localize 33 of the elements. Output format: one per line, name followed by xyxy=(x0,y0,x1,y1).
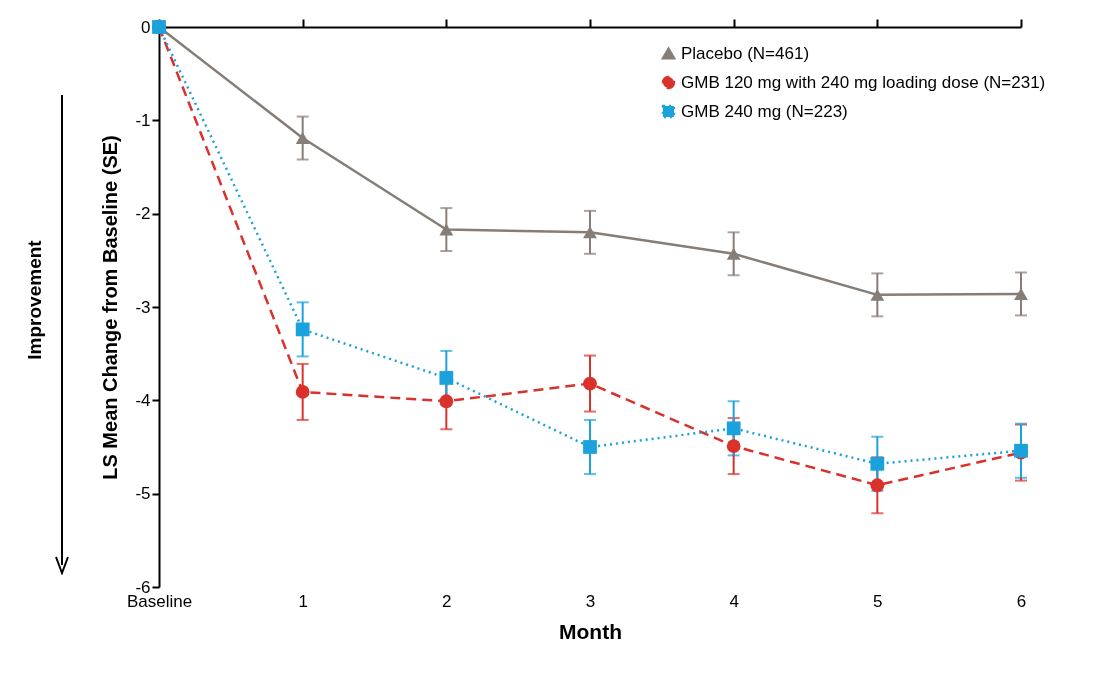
point xyxy=(583,226,597,239)
legend-label: GMB 120 mg with 240 mg loading dose (N=231) xyxy=(681,72,1046,92)
y-tick-label: -1 xyxy=(135,110,151,130)
point xyxy=(726,247,741,260)
x-tick-label: 1 xyxy=(298,591,308,611)
point xyxy=(295,385,310,399)
point xyxy=(870,478,885,493)
legend-label: Placebo (N=461) xyxy=(681,43,810,63)
x-axis-title: Month xyxy=(559,619,622,643)
point xyxy=(439,223,454,236)
point xyxy=(439,371,454,385)
x-tick-label: 5 xyxy=(873,591,883,611)
point xyxy=(870,456,885,471)
y-tick-label: -5 xyxy=(135,484,151,504)
point xyxy=(583,376,597,391)
point xyxy=(870,288,885,301)
x-tick-label: 2 xyxy=(442,591,452,611)
legend-label: GMB 240 mg (N=223) xyxy=(681,101,848,121)
y-tick-label: -4 xyxy=(135,390,151,410)
point xyxy=(726,421,741,436)
text: Improvement xyxy=(24,240,46,360)
point xyxy=(295,132,310,145)
y-axis-title: LS Mean Change from Baseline (SE) xyxy=(99,135,122,480)
y-tick-label: 0 xyxy=(141,17,151,37)
x-tick-label: 3 xyxy=(585,591,596,611)
point xyxy=(583,440,597,454)
point xyxy=(726,439,741,453)
point xyxy=(295,322,310,337)
x-tick-label: 4 xyxy=(729,591,739,611)
point xyxy=(439,394,454,409)
x-tick-label: 6 xyxy=(1016,591,1027,611)
y-tick-label: -2 xyxy=(135,204,151,224)
y-tick-label: -3 xyxy=(135,297,151,317)
